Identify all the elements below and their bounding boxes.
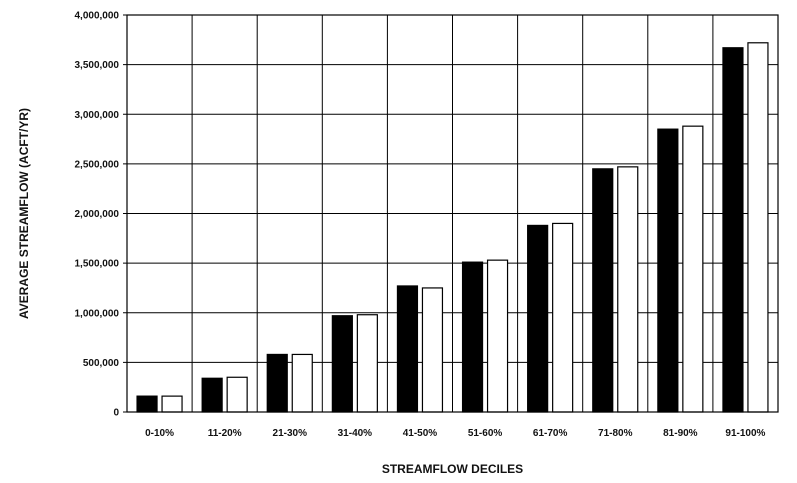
x-tick-label: 0-10% bbox=[145, 428, 174, 439]
bar-series-2 bbox=[226, 376, 248, 413]
bar-series-1 bbox=[461, 261, 484, 413]
bar-series-2 bbox=[682, 125, 704, 413]
bar-series-1 bbox=[331, 315, 353, 413]
y-tick-label: 4,000,000 bbox=[75, 11, 120, 22]
bar-series-2 bbox=[747, 42, 769, 413]
bar-series-2 bbox=[421, 287, 444, 413]
x-tick-label: 51-60% bbox=[468, 428, 503, 439]
bars bbox=[136, 42, 769, 413]
x-axis-title: STREAMFLOW DECILES bbox=[382, 462, 523, 476]
x-tick-label: 71-80% bbox=[598, 428, 633, 439]
bar-series-2 bbox=[552, 222, 574, 413]
bar-series-1 bbox=[201, 377, 223, 413]
x-tick-label: 61-70% bbox=[533, 428, 568, 439]
x-tick-label: 91-100% bbox=[725, 428, 765, 439]
x-tick-label: 31-40% bbox=[338, 428, 373, 439]
x-tick-label: 81-90% bbox=[663, 428, 698, 439]
bar-series-1 bbox=[592, 168, 614, 413]
y-tick-label: 2,000,000 bbox=[75, 209, 120, 220]
y-tick-labels: 0 500,000 1,000,000 1,500,000 2,000,000 2,500… bbox=[75, 11, 127, 419]
bar-series-2 bbox=[291, 353, 313, 413]
y-tick-label: 1,000,000 bbox=[75, 308, 120, 319]
y-tick-label: 2,500,000 bbox=[75, 159, 120, 170]
bar-series-2 bbox=[617, 166, 639, 413]
bar-series-1 bbox=[266, 353, 288, 413]
bar-series-1 bbox=[722, 47, 744, 413]
y-tick-label: 0 bbox=[113, 408, 119, 419]
x-tick-label: 41-50% bbox=[403, 428, 438, 439]
bar-series-1 bbox=[657, 128, 679, 413]
y-tick-label: 1,500,000 bbox=[75, 259, 120, 270]
bar-series-1 bbox=[396, 285, 419, 413]
x-tick-label: 11-20% bbox=[208, 428, 242, 439]
bar-series-1 bbox=[527, 224, 549, 413]
y-axis-title: AVERAGE STREAMFLOW (ACFT/YR) bbox=[17, 108, 31, 319]
y-tick-label: 500,000 bbox=[83, 358, 120, 369]
y-tick-label: 3,000,000 bbox=[75, 110, 120, 121]
bar-series-2 bbox=[486, 259, 509, 413]
x-tick-label: 21-30% bbox=[273, 428, 308, 439]
bar-series-1 bbox=[136, 395, 158, 413]
x-tick-labels: 0-10% 11-20% 21-30% 31-40% 41-50% 51-60% 61-70… bbox=[145, 428, 765, 439]
gridlines bbox=[127, 14, 778, 413]
bar-series-2 bbox=[161, 395, 183, 413]
y-tick-label: 3,500,000 bbox=[75, 60, 120, 71]
bar-series-2 bbox=[356, 314, 378, 413]
